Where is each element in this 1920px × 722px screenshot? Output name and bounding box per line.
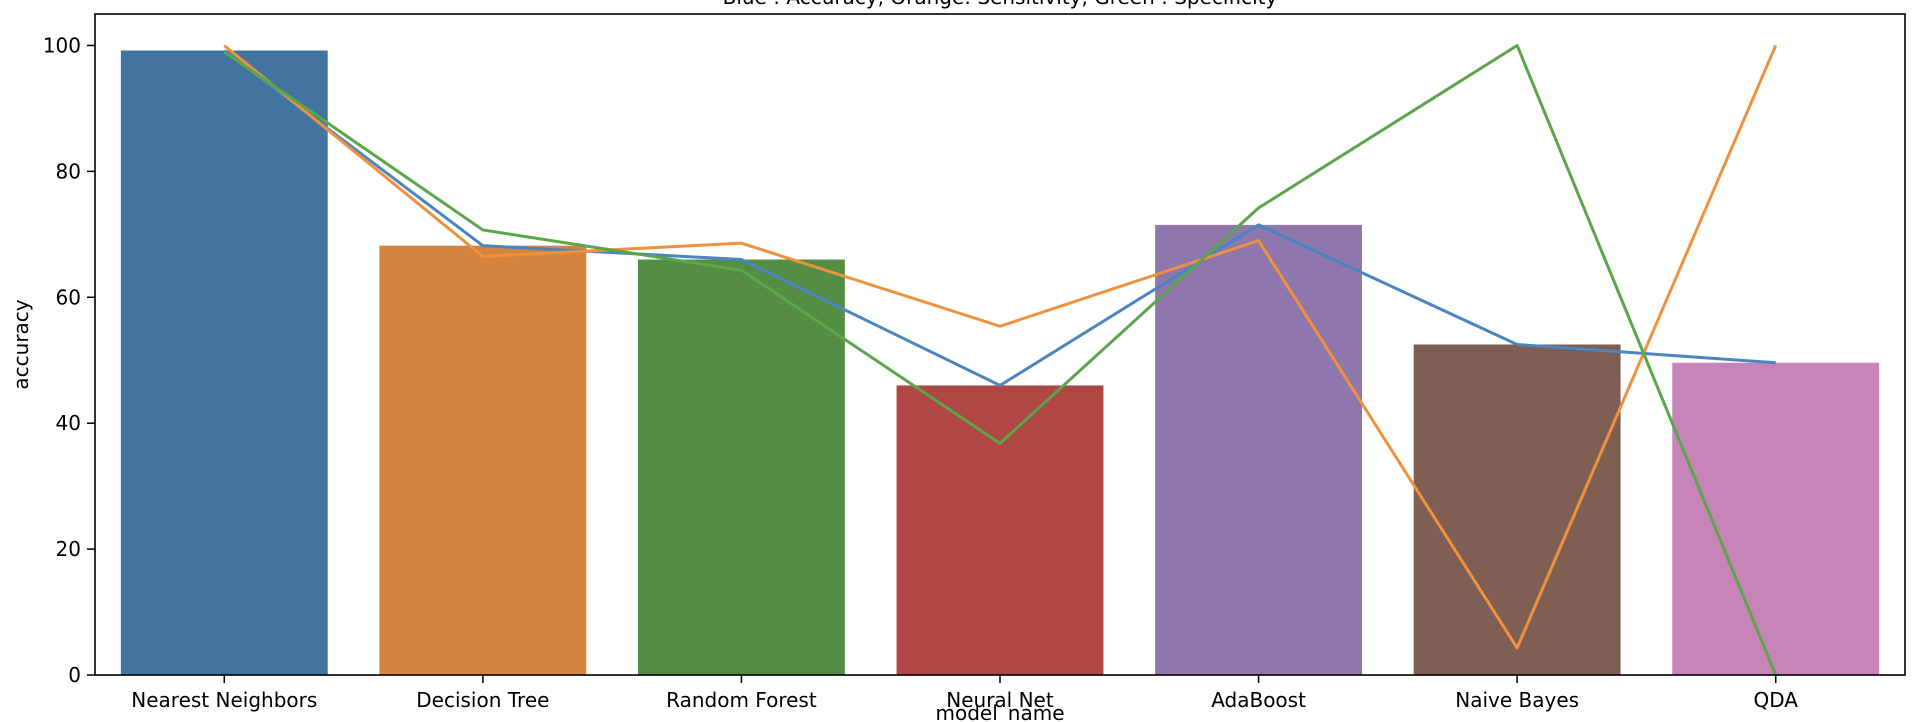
bar-adaboost bbox=[1155, 224, 1362, 675]
bar-neural-net bbox=[896, 385, 1104, 675]
x-axis-label: model_name bbox=[936, 701, 1065, 722]
y-axis-label: accuracy bbox=[9, 299, 33, 389]
bar-random-forest bbox=[638, 259, 845, 675]
x-tick-label: AdaBoost bbox=[1211, 688, 1306, 712]
y-tick-label: 0 bbox=[68, 663, 81, 687]
x-tick-label: QDA bbox=[1753, 688, 1798, 712]
x-tick-label: Naive Bayes bbox=[1455, 688, 1579, 712]
y-tick-label: 20 bbox=[56, 537, 81, 561]
bars-group bbox=[120, 50, 1880, 675]
bar-decision-tree bbox=[379, 245, 587, 675]
x-tick-label: Neural Net bbox=[946, 688, 1054, 712]
bar-nearest-neighbors bbox=[120, 50, 328, 675]
y-axis: 0 20 40 60 80 100 bbox=[43, 33, 95, 687]
line-orange bbox=[223, 44, 1778, 650]
x-axis: Nearest Neighbors Decision Tree Random For… bbox=[131, 675, 1798, 712]
line-blue bbox=[223, 49, 1776, 387]
bar-naive-bayes bbox=[1413, 344, 1621, 675]
x-tick-label: Decision Tree bbox=[416, 688, 549, 712]
chart-title: Blue : Accuracy, Orange: Sensitivity, Gr… bbox=[723, 0, 1278, 9]
x-tick-label: Nearest Neighbors bbox=[131, 688, 317, 712]
y-tick-label: 40 bbox=[56, 411, 81, 435]
y-tick-label: 60 bbox=[56, 285, 81, 309]
y-tick-label: 100 bbox=[43, 33, 81, 57]
y-tick-label: 80 bbox=[56, 159, 81, 183]
lines-group bbox=[223, 43, 1778, 676]
bar-qda bbox=[1672, 362, 1880, 675]
x-tick-label: Random Forest bbox=[666, 688, 817, 712]
line-green bbox=[223, 43, 1778, 676]
